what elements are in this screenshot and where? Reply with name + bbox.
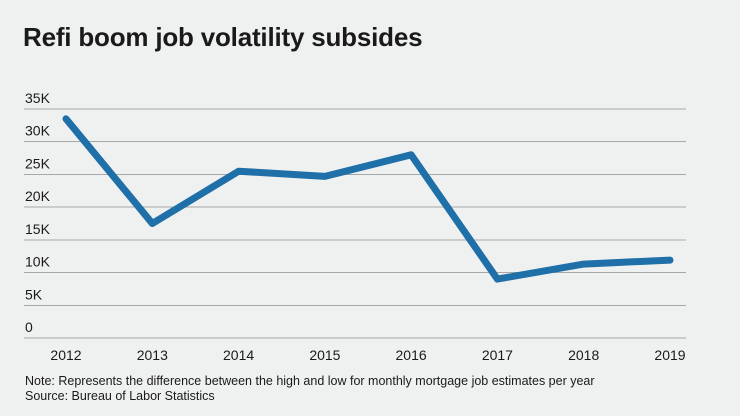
y-tick-label: 5K <box>25 286 43 302</box>
x-tick-label: 2014 <box>223 347 254 363</box>
chart-source: Source: Bureau of Labor Statistics <box>25 388 215 403</box>
x-tick-label: 2016 <box>396 347 427 363</box>
x-tick-label: 2015 <box>309 347 340 363</box>
chart-footnotes: Note: Represents the difference between … <box>25 374 595 403</box>
x-tick-label: 2018 <box>568 347 599 363</box>
y-tick-label: 20K <box>25 188 51 204</box>
y-tick-label: 35K <box>25 90 51 106</box>
x-tick-label: 2012 <box>50 347 81 363</box>
x-tick-label: 2019 <box>654 347 685 363</box>
y-tick-label: 0 <box>25 319 33 335</box>
x-tick-label: 2017 <box>482 347 513 363</box>
chart-note: Note: Represents the difference between … <box>25 374 595 388</box>
y-tick-label: 10K <box>25 254 51 270</box>
x-tick-label: 2013 <box>137 347 168 363</box>
chart-title: Refi boom job volatility subsides <box>23 22 423 52</box>
data-line <box>62 115 674 283</box>
y-tick-label: 30K <box>25 123 51 139</box>
y-tick-label: 25K <box>25 155 51 171</box>
y-tick-label: 15K <box>25 221 51 237</box>
